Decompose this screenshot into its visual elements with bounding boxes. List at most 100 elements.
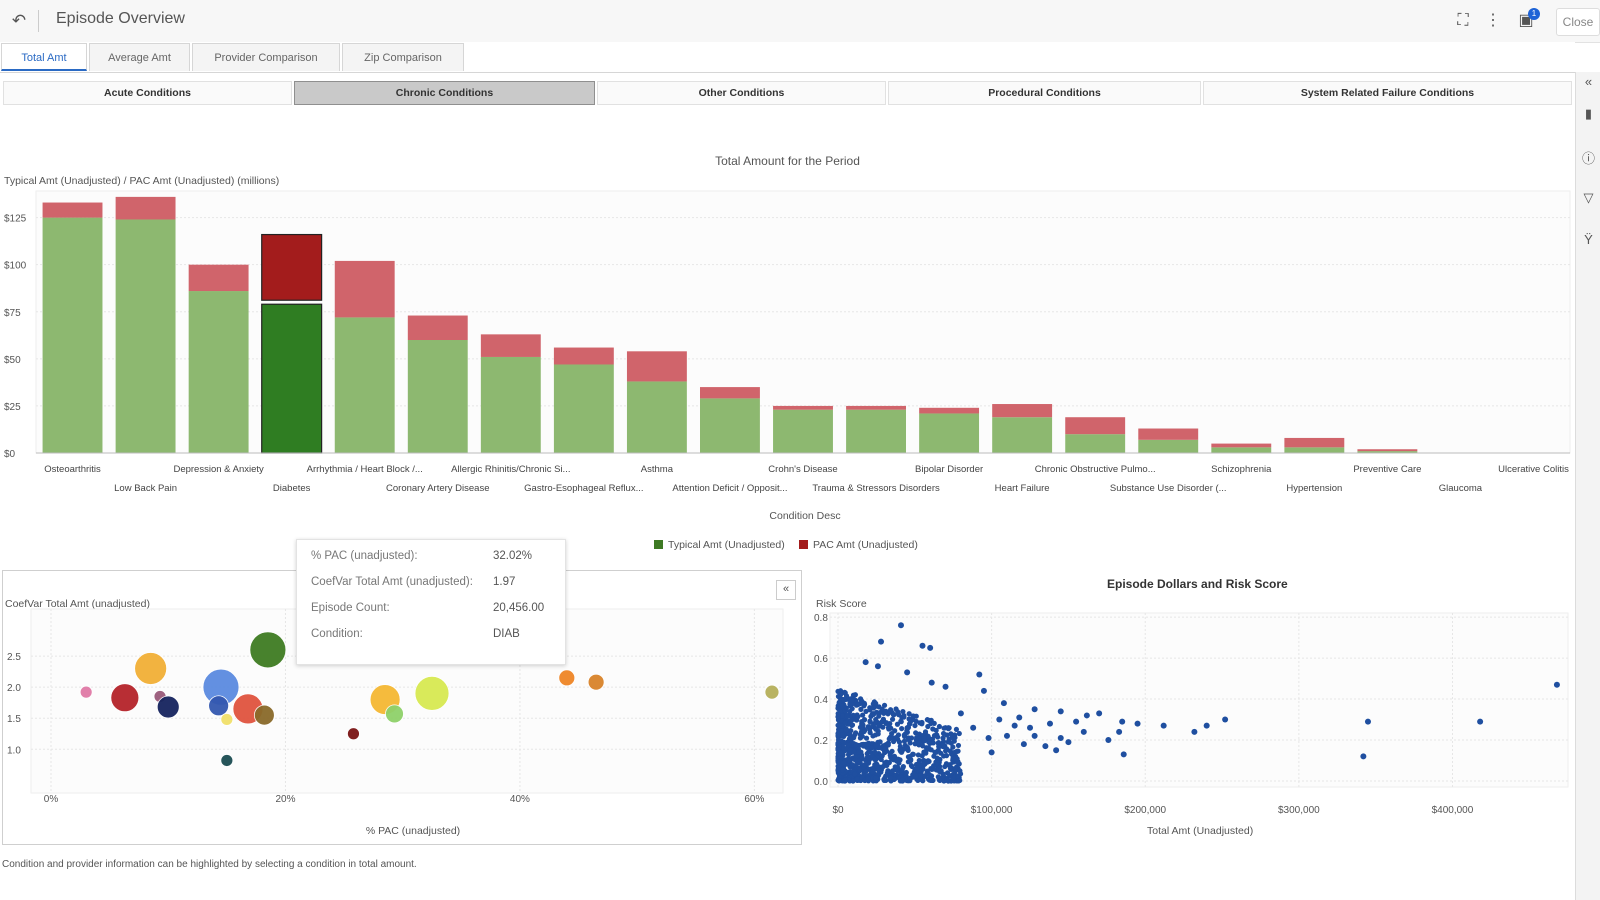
tooltip-label: % PAC (unadjusted): (311, 550, 418, 562)
scatter-point (956, 730, 962, 737)
scatter-point (873, 700, 879, 707)
x-tick-label: Arrhythmia / Heart Block /... (307, 464, 423, 475)
legend-pac[interactable]: PAC Amt (Unadjusted) (799, 539, 918, 551)
scatter-point (950, 744, 956, 750)
bar-chart-y-label: Typical Amt (Unadjusted) / PAC Amt (Unad… (4, 175, 280, 187)
scatter-point (1120, 751, 1127, 758)
tab-zip-comparison[interactable]: Zip Comparison (342, 43, 464, 71)
scatter-point (896, 739, 903, 745)
scatter-point (899, 777, 905, 783)
bar-pac (1211, 443, 1272, 448)
more-options-icon[interactable]: ⋮ (1485, 12, 1501, 29)
scatter-point (876, 713, 882, 719)
scatter-point (859, 741, 866, 748)
scatter-point (883, 759, 889, 765)
y-tick-label: $50 (4, 355, 21, 366)
expand-icon[interactable]: ⛶ (1457, 12, 1469, 29)
tab-average-amt[interactable]: Average Amt (89, 43, 190, 71)
scatter-point (907, 721, 913, 727)
scatter-point (876, 723, 882, 729)
scatter-point (1360, 753, 1367, 760)
scatter-point (954, 748, 960, 754)
data-panel-icon[interactable]: ▮ (1584, 106, 1593, 121)
info-icon[interactable]: ⓘ (1581, 151, 1595, 166)
scatter-point (908, 758, 914, 764)
bar-chart-title: Total Amount for the Period (715, 154, 860, 168)
scatter-point (899, 725, 905, 732)
x-tick-label: $200,000 (1124, 805, 1166, 816)
scatter-point (1027, 724, 1034, 731)
scatter-point (875, 767, 882, 773)
legend-typical-label: Typical Amt (Unadjusted) (668, 539, 785, 551)
scatter-point (855, 714, 861, 720)
scatter-point (835, 747, 841, 753)
scatter-point (835, 740, 841, 746)
scatter-point (870, 733, 876, 739)
scatter-point (885, 725, 892, 731)
bubble (587, 673, 605, 691)
bar-pac (42, 202, 103, 218)
bubble (347, 727, 360, 741)
x-tick-label: 0% (44, 794, 59, 805)
scatter-point (906, 716, 912, 722)
scatter-point (921, 735, 927, 741)
collapse-rail-icon[interactable]: « (1584, 74, 1593, 89)
scatter-point (853, 730, 859, 736)
bar-typical (773, 409, 833, 453)
scatter-point (890, 712, 897, 718)
scatter-point (955, 742, 962, 749)
scatter-point (920, 761, 926, 767)
scatter-point (947, 761, 953, 768)
x-tick-label: 40% (510, 794, 530, 805)
scatter-point (980, 687, 987, 694)
scatter-point (863, 735, 870, 741)
bar-typical (553, 364, 614, 453)
collapse-panel-button[interactable]: « (776, 580, 796, 600)
bar-typical (407, 340, 468, 453)
scatter-point (930, 740, 936, 746)
scatter-point (883, 708, 889, 714)
scatter-point (1096, 710, 1103, 717)
header-divider (38, 10, 39, 32)
x-tick-label: Preventive Care (1353, 464, 1421, 475)
bubble (253, 704, 275, 726)
scatter-point (950, 756, 956, 762)
scatter-point (927, 644, 934, 651)
scatter-point (924, 717, 930, 723)
scatter-point (940, 742, 946, 748)
scatter-point (861, 701, 868, 707)
bar-pac (480, 334, 541, 357)
scatter-point (954, 756, 960, 762)
scatter-point (1083, 712, 1090, 719)
bar-typical (700, 398, 760, 453)
chronic-conditions-button[interactable]: Chronic Conditions (294, 81, 595, 105)
scatter-point (1116, 728, 1123, 735)
procedural-conditions-button[interactable]: Procedural Conditions (888, 81, 1201, 105)
x-tick-label: $0 (832, 805, 844, 816)
tab-total-amt[interactable]: Total Amt (1, 43, 87, 71)
bubble (156, 695, 180, 719)
scatter-point (947, 748, 953, 754)
close-button[interactable]: Close (1556, 8, 1600, 36)
system-failure-conditions-button[interactable]: System Related Failure Conditions (1203, 81, 1572, 105)
legend-typical[interactable]: Typical Amt (Unadjusted) (654, 539, 785, 551)
filter-icon[interactable]: Ÿ (1584, 232, 1593, 247)
notification-badge: 1 (1528, 8, 1540, 20)
acute-conditions-button[interactable]: Acute Conditions (3, 81, 292, 105)
scatter-point (988, 749, 995, 756)
other-conditions-button[interactable]: Other Conditions (597, 81, 886, 105)
bar-typical (188, 291, 249, 453)
scatter-point (955, 778, 962, 784)
scatter-point (865, 724, 871, 730)
app-header: ↶ Episode Overview ⛶ ⋮ ▣ 1 Close (0, 0, 1600, 43)
scatter-point (855, 702, 861, 708)
legend-swatch-pac (799, 540, 808, 549)
scatter-point (905, 725, 911, 731)
tab-provider-comparison[interactable]: Provider Comparison (192, 43, 340, 71)
scatter-point (955, 773, 961, 779)
scatter-point (846, 731, 852, 738)
back-button[interactable]: ↶ (11, 11, 27, 30)
scatter-point (947, 765, 954, 772)
bar-typical (261, 303, 323, 454)
comment-icon[interactable]: ▽ (1583, 190, 1594, 205)
